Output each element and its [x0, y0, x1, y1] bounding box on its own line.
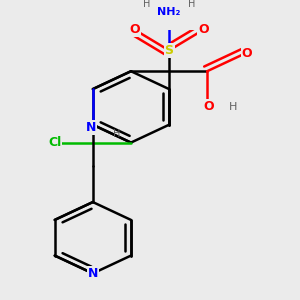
- Text: H: H: [113, 129, 121, 139]
- Text: S: S: [165, 44, 174, 57]
- Text: O: O: [242, 47, 252, 60]
- Text: O: O: [129, 23, 140, 36]
- Text: NH₂: NH₂: [158, 7, 181, 17]
- Text: N: N: [88, 267, 98, 280]
- Text: H: H: [143, 0, 150, 9]
- Text: N: N: [86, 121, 96, 134]
- Text: Cl: Cl: [48, 136, 61, 149]
- Text: O: O: [204, 100, 214, 113]
- Text: H: H: [229, 102, 237, 112]
- Text: H: H: [188, 0, 195, 9]
- Text: O: O: [198, 23, 209, 36]
